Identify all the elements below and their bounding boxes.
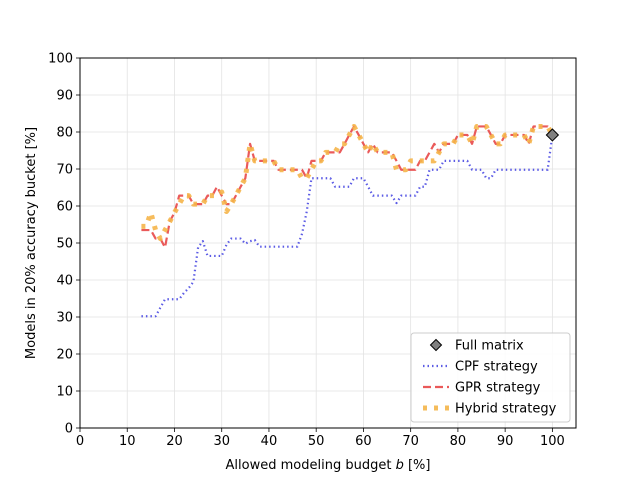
series-line-cpf-strategy xyxy=(141,134,554,318)
x-tick-label: 90 xyxy=(497,434,514,449)
y-axis-label: Models in 20% accuracy bucket [%] xyxy=(24,127,39,359)
x-tick-label: 40 xyxy=(261,434,278,449)
x-tick-label: 70 xyxy=(402,434,419,449)
series-line-gpr-strategy xyxy=(141,125,554,249)
x-tick-label: 30 xyxy=(213,434,230,449)
x-tick-label: 60 xyxy=(355,434,372,449)
legend-label: Hybrid strategy xyxy=(455,402,557,417)
marker-layer xyxy=(545,128,560,142)
y-tick-label: 10 xyxy=(56,385,73,400)
full-matrix-marker xyxy=(545,128,560,142)
y-tick-label: 50 xyxy=(56,237,73,252)
x-tick-label: 80 xyxy=(450,434,467,449)
axis-ticks: 0 10 20 30 40 50 60 70 80 90 100 0 10 20 30 40 50 60 70 80 9… xyxy=(48,52,565,450)
x-tick-label: 100 xyxy=(540,434,565,449)
y-tick-label: 40 xyxy=(56,274,73,289)
y-tick-label: 0 xyxy=(65,422,73,437)
y-tick-label: 30 xyxy=(56,311,73,326)
legend-label: CPF strategy xyxy=(455,360,538,375)
x-tick-label: 20 xyxy=(166,434,183,449)
x-axis-label: Allowed modeling budget b [%] xyxy=(226,458,431,473)
legend: Full matrix CPF strategy GPR strategy Hybri… xyxy=(410,332,571,423)
x-tick-label: 50 xyxy=(308,434,325,449)
y-tick-label: 60 xyxy=(56,200,73,215)
y-tick-label: 20 xyxy=(56,348,73,363)
legend-swatch-full-matrix xyxy=(429,338,443,352)
x-tick-label: 0 xyxy=(76,434,84,449)
legend-label: GPR strategy xyxy=(455,381,541,396)
y-tick-label: 90 xyxy=(56,89,73,104)
x-tick-label: 10 xyxy=(119,434,136,449)
y-tick-label: 80 xyxy=(56,126,73,141)
legend-label: Full matrix xyxy=(455,339,524,354)
y-tick-label: 70 xyxy=(56,163,73,178)
y-tick-label: 100 xyxy=(48,52,73,67)
series-layer xyxy=(141,123,555,318)
legend-box xyxy=(410,332,571,423)
